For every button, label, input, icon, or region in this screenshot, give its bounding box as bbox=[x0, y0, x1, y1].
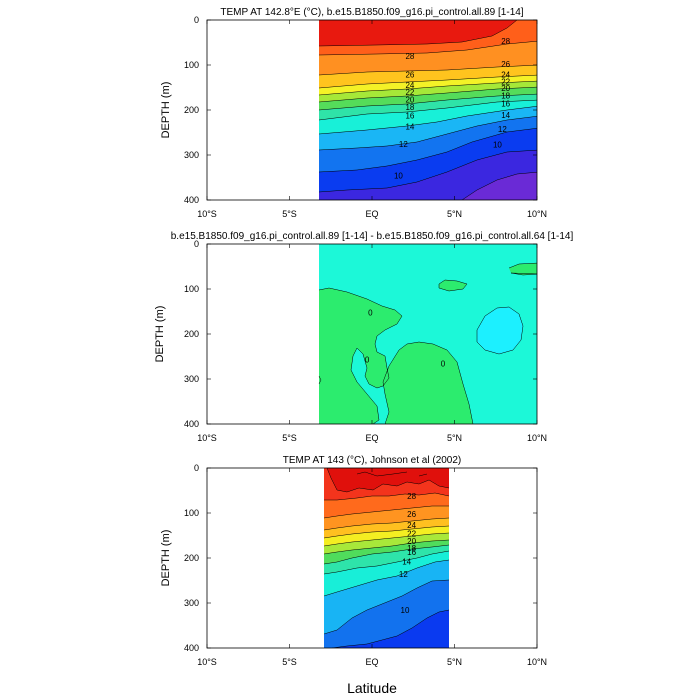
contour-label-22: 22 bbox=[501, 78, 510, 87]
panel-1-ytick-label: 0 bbox=[194, 15, 199, 25]
contour-label-10: 10 bbox=[493, 141, 502, 150]
panel-3-ytick-label: 300 bbox=[184, 598, 199, 608]
panel-3-title: TEMP AT 143 (°C), Johnson et al (2002) bbox=[283, 455, 462, 466]
contour-label-12: 12 bbox=[498, 125, 507, 134]
contour-label-14: 14 bbox=[402, 558, 411, 567]
panel-1-xtick-label: EQ bbox=[365, 209, 378, 219]
contour-label-28: 28 bbox=[501, 37, 510, 46]
contour-label-14: 14 bbox=[501, 111, 510, 120]
contour-label-0: 0 bbox=[368, 308, 373, 317]
contour-label-24: 24 bbox=[407, 521, 416, 530]
panel-1-ytick-label: 400 bbox=[184, 195, 199, 205]
panel-3-xtick-label: 10°N bbox=[527, 657, 547, 667]
band-1-13 bbox=[319, 20, 517, 46]
panel-3-y-axis: 0 100 200 300 400 DEPTH (m) bbox=[160, 463, 537, 653]
contour-label-26: 26 bbox=[405, 70, 414, 79]
band-2-negative-right bbox=[383, 342, 473, 424]
contour-label-24: 24 bbox=[501, 70, 510, 79]
panel-2-xtick-label: 10°S bbox=[197, 433, 217, 443]
panel-1-xtick-label: 10°S bbox=[197, 209, 217, 219]
panel-2: b.e15.B1850.f09_g16.pi_control.all.89 [1… bbox=[154, 231, 573, 443]
panel-2-xtick-label: 10°N bbox=[527, 433, 547, 443]
panel-2-xtick-label: EQ bbox=[365, 433, 378, 443]
panel-2-ytick-label: 300 bbox=[184, 374, 199, 384]
panel-3-ylabel: DEPTH (m) bbox=[160, 530, 172, 587]
contour-label-10: 10 bbox=[394, 171, 403, 180]
panel-2-x-axis: 10°S 5°S EQ 5°N 10°N bbox=[197, 244, 547, 443]
contour-label-24: 24 bbox=[405, 81, 414, 90]
panel-1-x-axis: 10°S 5°S EQ 5°N 10°N bbox=[197, 20, 547, 219]
contour-label-18: 18 bbox=[405, 103, 414, 112]
panel-1-ytick-label: 100 bbox=[184, 60, 199, 70]
panel-1-xtick-label: 5°N bbox=[447, 209, 462, 219]
contour-label-0: 0 bbox=[365, 356, 370, 365]
panel-3-x-axis: 10°S 5°S EQ 5°N 10°N bbox=[197, 468, 547, 667]
panel-2-contour-lines bbox=[318, 262, 537, 424]
contour-label-0: 0 bbox=[441, 360, 446, 369]
panel-3-xtick-label: 10°S bbox=[197, 657, 217, 667]
contour-label-18: 18 bbox=[407, 544, 416, 553]
contour-label-22: 22 bbox=[405, 88, 414, 97]
band-3-12 bbox=[324, 468, 449, 492]
contour-label-22: 22 bbox=[407, 529, 416, 538]
contour-label-16: 16 bbox=[501, 100, 510, 109]
contour-label-26: 26 bbox=[407, 510, 416, 519]
panel-3-ytick-label: 100 bbox=[184, 508, 199, 518]
panel-3-xtick-label: 5°S bbox=[282, 657, 297, 667]
panel-3-ytick-label: 400 bbox=[184, 643, 199, 653]
contour-label-16: 16 bbox=[407, 548, 416, 557]
panel-1-y-axis: 0 100 200 300 400 DEPTH (m) bbox=[160, 15, 537, 205]
panel-3-ytick-label: 0 bbox=[194, 463, 199, 473]
panel-1-ytick-label: 200 bbox=[184, 105, 199, 115]
panel-1-xtick-label: 5°S bbox=[282, 209, 297, 219]
band-2-negative-far-right bbox=[509, 263, 537, 275]
contour-label-12: 12 bbox=[399, 140, 408, 149]
band-2-positive-right bbox=[477, 307, 523, 354]
contour-label-18: 18 bbox=[501, 92, 510, 101]
contour-label-28: 28 bbox=[405, 52, 414, 61]
panel-1-ytick-label: 300 bbox=[184, 150, 199, 160]
panel-1-contour-lines bbox=[318, 20, 537, 200]
panel-2-xtick-label: 5°N bbox=[447, 433, 462, 443]
contour-label-14: 14 bbox=[405, 123, 414, 132]
panel-2-ytick-label: 200 bbox=[184, 329, 199, 339]
contour-label-16: 16 bbox=[405, 111, 414, 120]
contour-label-26: 26 bbox=[501, 60, 510, 69]
panel-3-xtick-label: EQ bbox=[365, 657, 378, 667]
band-2-negative-left bbox=[319, 288, 402, 424]
panel-1-ylabel: DEPTH (m) bbox=[160, 82, 172, 139]
panel-3: TEMP AT 143 (°C), Johnson et al (2002) bbox=[160, 455, 547, 696]
figure-xlabel: Latitude bbox=[347, 680, 397, 696]
contour-label-20: 20 bbox=[405, 96, 414, 105]
panel-2-y-axis: 0 100 200 300 400 DEPTH (m) bbox=[154, 239, 537, 429]
panel-2-title: b.e15.B1850.f09_g16.pi_control.all.89 [1… bbox=[171, 231, 574, 242]
contour-label-28: 28 bbox=[407, 492, 416, 501]
panel-2-contour-labels: 0 0 0 bbox=[365, 308, 446, 369]
contour-label-20: 20 bbox=[501, 84, 510, 93]
panel-3-contour-labels: 28 26 242220181614 12 10 bbox=[399, 492, 417, 615]
panel-3-contour-lines bbox=[323, 468, 450, 648]
contour-label-10: 10 bbox=[401, 606, 410, 615]
band-2-negative-top-right bbox=[439, 280, 467, 291]
panel-1-title: TEMP AT 142.8°E (°C), b.e15.B1850.f09_g1… bbox=[220, 7, 523, 18]
panel-2-ylabel: DEPTH (m) bbox=[154, 306, 166, 363]
panel-3-xtick-label: 5°N bbox=[447, 657, 462, 667]
panel-2-ytick-label: 400 bbox=[184, 419, 199, 429]
panel-2-xtick-label: 5°S bbox=[282, 433, 297, 443]
panel-2-ytick-label: 100 bbox=[184, 284, 199, 294]
panel-3-ytick-label: 200 bbox=[184, 553, 199, 563]
contour-label-20: 20 bbox=[407, 537, 416, 546]
panel-2-ytick-label: 0 bbox=[194, 239, 199, 249]
panel-1: TEMP AT 142.8°E (°C), b.e15.B1850.f09_g1… bbox=[160, 7, 547, 219]
panel-1-xtick-label: 10°N bbox=[527, 209, 547, 219]
band-1-11 bbox=[319, 20, 537, 200]
contour-label-12: 12 bbox=[399, 570, 408, 579]
